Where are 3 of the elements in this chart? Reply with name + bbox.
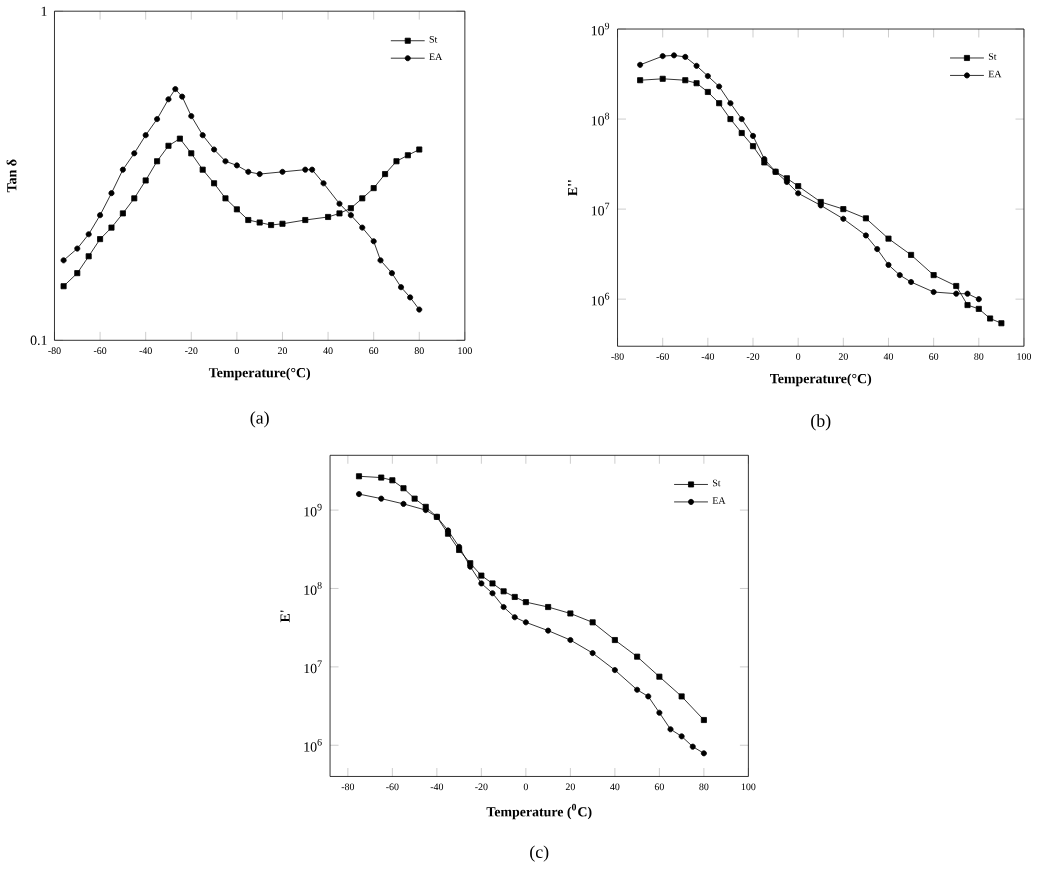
text: (b) — [811, 414, 831, 431]
text: (a) — [250, 411, 269, 428]
text: (c) — [530, 845, 549, 862]
